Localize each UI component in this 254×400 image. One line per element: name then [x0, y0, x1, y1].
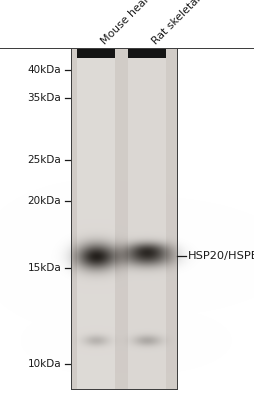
Text: Rat skeletal muscle: Rat skeletal muscle — [150, 0, 232, 46]
Text: 15kDa: 15kDa — [27, 263, 61, 273]
Text: Mouse heart: Mouse heart — [99, 0, 154, 46]
Text: 35kDa: 35kDa — [27, 93, 61, 103]
Text: 25kDa: 25kDa — [27, 155, 61, 165]
Text: 20kDa: 20kDa — [27, 196, 61, 206]
Text: 10kDa: 10kDa — [27, 359, 61, 369]
Text: 40kDa: 40kDa — [27, 65, 61, 75]
Text: HSP20/HSPB6: HSP20/HSPB6 — [187, 251, 254, 261]
